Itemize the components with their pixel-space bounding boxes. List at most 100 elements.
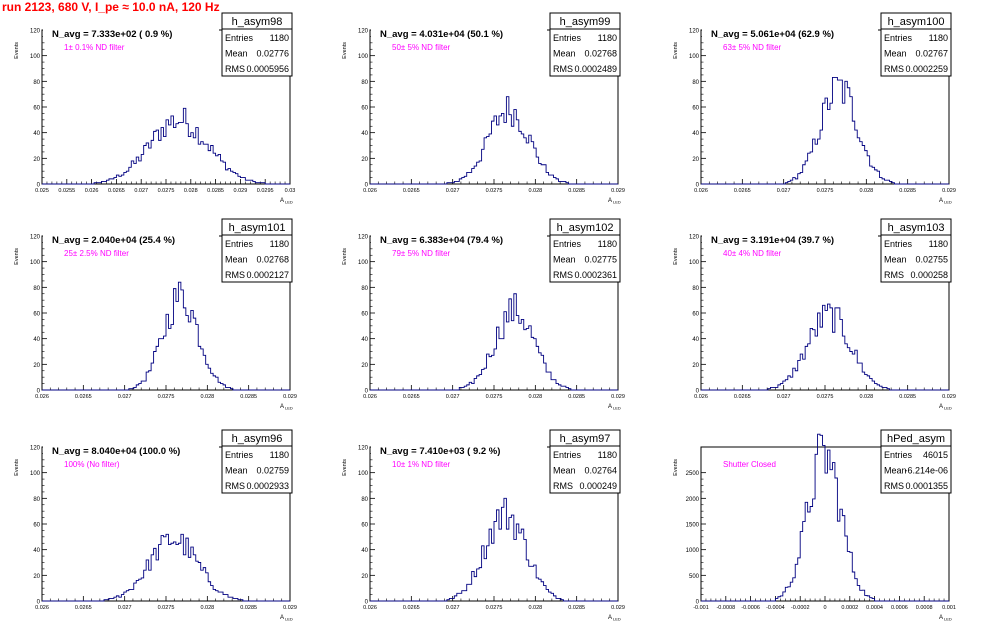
x-tick-label: 0.0275 — [158, 188, 175, 194]
y-tick-label: 40 — [33, 337, 40, 343]
x-tick-label: 0.029 — [283, 605, 297, 611]
x-tick-label: 0.0275 — [486, 188, 503, 194]
stats-value: -6.214e-06 — [904, 466, 948, 476]
x-tick-label: 0.0265 — [75, 394, 92, 400]
stats-key: Mean — [553, 466, 576, 476]
y-tick-label: 120 — [358, 29, 369, 35]
y-tick-label: 20 — [361, 157, 368, 163]
x-tick-label: 0.028 — [528, 605, 542, 611]
y-tick-label: 0 — [37, 183, 41, 189]
y-tick-label: 40 — [33, 548, 40, 554]
x-tick-label: 0.0275 — [158, 605, 175, 611]
x-tick-label: 0.029 — [611, 188, 625, 194]
y-tick-label: 20 — [692, 157, 699, 163]
y-tick-label: 60 — [692, 106, 699, 112]
x-tick-label: 0.027 — [777, 188, 791, 194]
x-tick-label: 0.0285 — [568, 188, 585, 194]
x-tick-label: 0.001 — [942, 605, 956, 611]
y-tick-label: 120 — [30, 446, 41, 452]
title-box — [43, 26, 219, 41]
y-tick-label: 20 — [33, 363, 40, 369]
x-tick-label: 0.0006 — [891, 605, 908, 611]
x-tick-label: 0.029 — [283, 394, 297, 400]
stats-value: 0.02767 — [915, 49, 948, 59]
y-tick-label: 40 — [361, 131, 368, 137]
stats-key: RMS — [553, 481, 573, 491]
x-tick-label: 0.027 — [446, 605, 460, 611]
x-tick-label: 0.028 — [528, 394, 542, 400]
y-tick-label: 120 — [358, 446, 369, 452]
filter-annotation: 25± 2.5% ND filter — [64, 249, 129, 258]
x-tick-label: 0.028 — [528, 188, 542, 194]
stats-key: Entries — [884, 239, 913, 249]
x-tick-label: 0.028 — [200, 605, 214, 611]
histogram-series — [370, 96, 618, 185]
filter-annotation: 63± 5% ND filter — [723, 43, 782, 52]
x-tick-label: 0.029 — [234, 188, 248, 194]
y-tick-label: 1500 — [686, 523, 700, 529]
y-tick-label: 0 — [365, 389, 369, 395]
y-axis-label: Events — [342, 459, 348, 476]
x-tick-label: -0.0002 — [791, 605, 810, 611]
y-tick-label: 0 — [365, 600, 369, 606]
stats-value: 0.0002259 — [905, 64, 948, 74]
x-tick-label: 0.026 — [363, 605, 377, 611]
x-tick-label: 0.0285 — [568, 394, 585, 400]
stats-name: h_asym96 — [232, 433, 283, 445]
stats-value: 0.0002489 — [574, 64, 617, 74]
stats-key: RMS — [884, 481, 904, 491]
x-tick-label: 0.0275 — [486, 394, 503, 400]
y-tick-label: 100 — [30, 54, 41, 60]
y-tick-label: 500 — [689, 574, 700, 580]
filter-annotation: 10± 1% ND filter — [392, 460, 451, 469]
x-tick-label: 0.028 — [184, 188, 198, 194]
x-tick-label: 0.0285 — [899, 394, 916, 400]
stats-value: 0.02768 — [256, 255, 289, 265]
stats-key: Entries — [553, 450, 582, 460]
histogram-series — [42, 281, 290, 391]
y-tick-label: 60 — [33, 106, 40, 112]
y-tick-label: 100 — [689, 260, 700, 266]
y-tick-label: 60 — [361, 106, 368, 112]
y-tick-label: 100 — [30, 260, 41, 266]
stats-key: RMS — [225, 270, 245, 280]
x-tick-label: 0.026 — [35, 394, 49, 400]
y-axis-label: Events — [14, 248, 20, 265]
stats-key: Mean — [884, 466, 907, 476]
y-tick-label: 40 — [361, 337, 368, 343]
y-tick-label: 20 — [361, 363, 368, 369]
stats-key: RMS — [884, 270, 904, 280]
x-tick-label: 0.0004 — [866, 605, 883, 611]
x-tick-label: 0.027 — [134, 188, 148, 194]
stats-value: 0.000258 — [910, 270, 948, 280]
stats-box — [880, 429, 952, 494]
y-tick-label: 40 — [692, 337, 699, 343]
stats-name: h_asym98 — [232, 16, 283, 28]
x-axis-label-sub: LED — [285, 200, 293, 205]
x-tick-label: -0.0004 — [766, 605, 785, 611]
x-axis-label: A — [608, 404, 612, 410]
stats-value: 1180 — [598, 450, 617, 460]
title-box — [43, 443, 219, 458]
y-tick-label: 100 — [358, 471, 369, 477]
stats-value: 0.02755 — [915, 255, 948, 265]
y-tick-label: 60 — [361, 523, 368, 529]
y-tick-label: 60 — [33, 523, 40, 529]
stats-key: Entries — [225, 33, 254, 43]
y-tick-label: 60 — [361, 312, 368, 318]
filter-annotation: 40± 4% ND filter — [723, 249, 782, 258]
x-axis-label: A — [280, 404, 284, 410]
histogram-series — [42, 107, 290, 185]
x-axis-label-sub: LED — [613, 617, 621, 622]
x-tick-label: 0.0265 — [403, 605, 420, 611]
x-tick-label: 0.0002 — [841, 605, 858, 611]
x-tick-label: 0.0008 — [916, 605, 933, 611]
histogram-pad-8: 0 20 40 60 80 100 120 0.026 0.0265 0.027 0.0275 0.0… — [342, 429, 625, 622]
y-tick-label: 120 — [689, 235, 700, 241]
x-tick-label: -0.0008 — [716, 605, 735, 611]
stats-key: RMS — [225, 64, 245, 74]
stats-name: h_asym99 — [560, 16, 611, 28]
y-tick-label: 40 — [33, 131, 40, 137]
x-axis-label-sub: LED — [944, 200, 952, 205]
